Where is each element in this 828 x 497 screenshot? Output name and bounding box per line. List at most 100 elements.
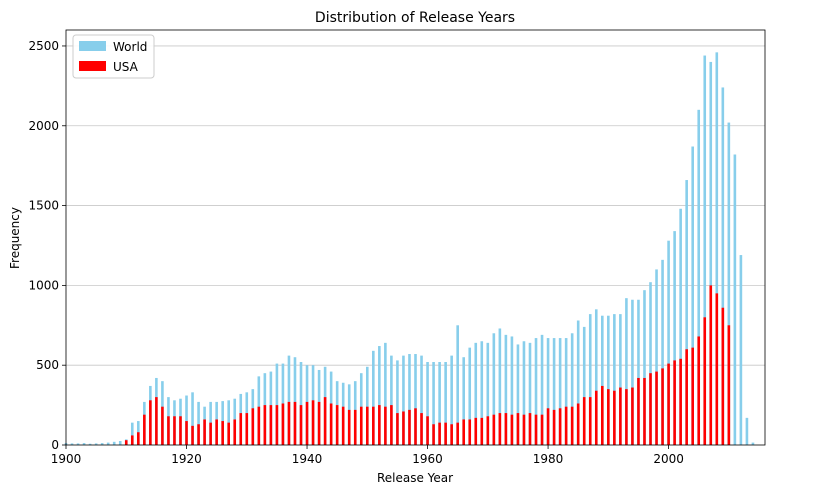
bar-world <box>601 315 604 445</box>
bar-world <box>673 231 676 445</box>
bar-usa <box>161 406 164 445</box>
bar-world <box>94 443 98 445</box>
bar-usa <box>203 419 206 445</box>
bar-world <box>727 122 731 446</box>
bar-world <box>546 338 550 445</box>
bar-world <box>576 320 580 445</box>
bar-usa <box>287 401 291 445</box>
bar-world <box>384 342 387 445</box>
bar-usa <box>552 409 556 445</box>
bar-usa <box>323 397 327 445</box>
bar-usa <box>534 414 538 445</box>
bar-world <box>299 362 303 445</box>
bar-world <box>365 366 369 445</box>
bar-world <box>751 442 755 445</box>
bar-usa <box>359 406 363 445</box>
bar-world <box>745 417 749 445</box>
bar-world <box>655 269 658 445</box>
bar-world <box>432 362 435 445</box>
bar-usa <box>667 363 670 445</box>
bar-usa <box>245 413 249 445</box>
bar-usa <box>679 358 682 445</box>
bar-world <box>293 357 297 445</box>
bar-usa <box>492 414 496 445</box>
bar-world <box>510 336 514 445</box>
x-tick-label: 1980 <box>533 452 564 466</box>
bar-world <box>100 443 104 445</box>
bar-world <box>733 154 737 445</box>
bar-world <box>456 325 459 445</box>
bar-usa <box>607 389 610 445</box>
bar-usa <box>215 419 218 445</box>
bar-usa <box>691 347 694 445</box>
bar-world <box>703 55 707 446</box>
bar-world <box>402 355 405 445</box>
bar-world <box>106 442 110 445</box>
bar-usa <box>137 432 140 445</box>
bar-usa <box>703 317 707 445</box>
x-axis-ticks: 1900 1920 1940 1960 1980 2000 <box>51 445 684 466</box>
bar-usa <box>697 336 701 445</box>
bar-world <box>82 443 86 445</box>
bar-world <box>619 314 622 445</box>
y-tick-label: 2500 <box>28 39 59 53</box>
bar-usa <box>426 416 429 445</box>
bar-world <box>444 362 447 445</box>
bar-world <box>637 299 640 445</box>
y-tick-label: 1000 <box>28 278 59 292</box>
bar-usa <box>444 422 447 445</box>
bar-usa <box>576 403 580 445</box>
bar-usa <box>281 403 285 445</box>
bar-world <box>426 362 429 445</box>
bar-world <box>492 333 496 445</box>
bar-usa <box>239 413 243 445</box>
bar-usa <box>185 421 188 445</box>
bar-usa <box>227 422 230 445</box>
bar-usa <box>631 387 634 445</box>
bar-usa <box>498 413 502 445</box>
bar-world <box>625 298 628 445</box>
bar-usa <box>317 401 321 445</box>
bar-usa <box>209 422 212 445</box>
legend-label-usa: USA <box>113 60 139 74</box>
bar-world <box>558 338 562 445</box>
bar-usa <box>335 405 339 445</box>
legend-swatch-world <box>79 41 106 51</box>
bar-usa <box>601 385 604 445</box>
bar-world <box>396 360 399 445</box>
bar-usa <box>546 408 550 445</box>
bar-world <box>516 344 520 445</box>
bar-world <box>522 341 526 445</box>
bar-world <box>588 314 592 445</box>
bar-world <box>582 326 586 445</box>
x-tick-label: 1960 <box>412 452 443 466</box>
bar-world <box>613 314 616 445</box>
bar-usa <box>558 408 562 445</box>
bar-world <box>739 255 743 445</box>
bar-world <box>667 240 670 445</box>
bar-world <box>643 290 646 445</box>
bar-usa <box>257 406 261 445</box>
series-usa <box>124 285 731 445</box>
bar-world <box>661 259 664 445</box>
bar-usa <box>474 417 478 445</box>
legend: World USA <box>72 34 155 79</box>
bar-usa <box>456 422 459 445</box>
bar-usa <box>655 371 658 445</box>
y-tick-label: 500 <box>36 358 59 372</box>
bar-world <box>528 342 532 445</box>
y-tick-label: 2000 <box>28 119 59 133</box>
bar-usa <box>661 368 664 445</box>
bar-usa <box>414 408 417 445</box>
bar-usa <box>564 406 568 445</box>
bar-usa <box>275 405 279 445</box>
bar-world <box>474 342 478 445</box>
bar-world <box>390 355 393 445</box>
bar-world <box>450 355 453 445</box>
bar-world <box>275 363 279 445</box>
bar-usa <box>504 413 508 445</box>
bar-usa <box>341 406 345 445</box>
y-axis-ticks: 0 500 1000 1500 2000 2500 <box>28 39 66 452</box>
bar-usa <box>305 401 309 445</box>
